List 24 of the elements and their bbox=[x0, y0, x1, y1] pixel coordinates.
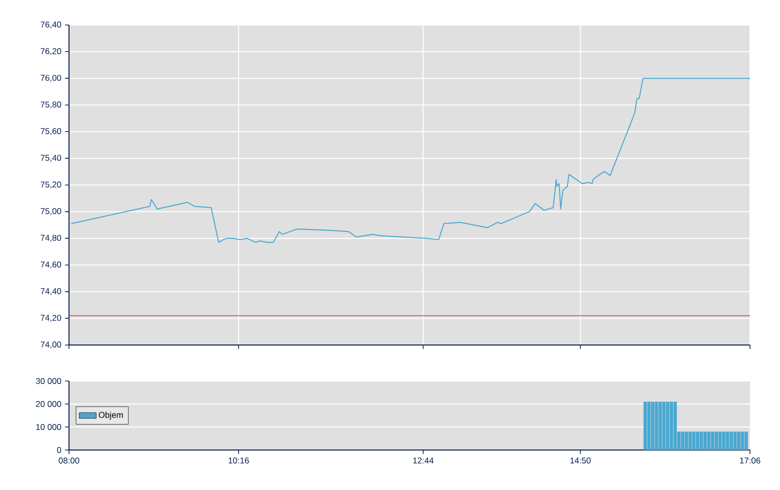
y-tick-label: 75,80 bbox=[40, 102, 62, 108]
y-tick-label: 74,20 bbox=[40, 314, 62, 322]
line-series bbox=[70, 78, 750, 243]
x-tick-label: 08:00 bbox=[58, 458, 80, 464]
y-tick-label: 75,60 bbox=[40, 128, 62, 136]
y-tick-label: 74,80 bbox=[40, 234, 62, 242]
y-tick-label: 20 000 bbox=[36, 401, 62, 407]
y-tick-label: 75,40 bbox=[40, 154, 62, 162]
y-tick-label: 74,40 bbox=[40, 288, 62, 296]
y-tick-label: 76,20 bbox=[40, 48, 62, 56]
y-tick-label: 74,00 bbox=[40, 342, 62, 348]
y-tick-label: 75,00 bbox=[40, 208, 62, 216]
x-tick-label: 12:44 bbox=[413, 458, 434, 464]
legend-label: Objem bbox=[98, 412, 123, 420]
x-tick-label: 17:06 bbox=[740, 458, 760, 464]
y-tick-label: 75,20 bbox=[40, 182, 62, 188]
y-tick-label: 76,00 bbox=[40, 74, 62, 82]
y-tick-label: 74,60 bbox=[40, 262, 62, 268]
y-tick-label: 30 000 bbox=[36, 378, 62, 384]
y-tick-label: 76,40 bbox=[40, 22, 62, 28]
x-tick-label: 14:50 bbox=[570, 458, 591, 464]
y-tick-label: 0 bbox=[57, 447, 62, 453]
x-tick-label: 10:16 bbox=[228, 458, 249, 464]
y-tick-label: 10 000 bbox=[36, 424, 62, 430]
